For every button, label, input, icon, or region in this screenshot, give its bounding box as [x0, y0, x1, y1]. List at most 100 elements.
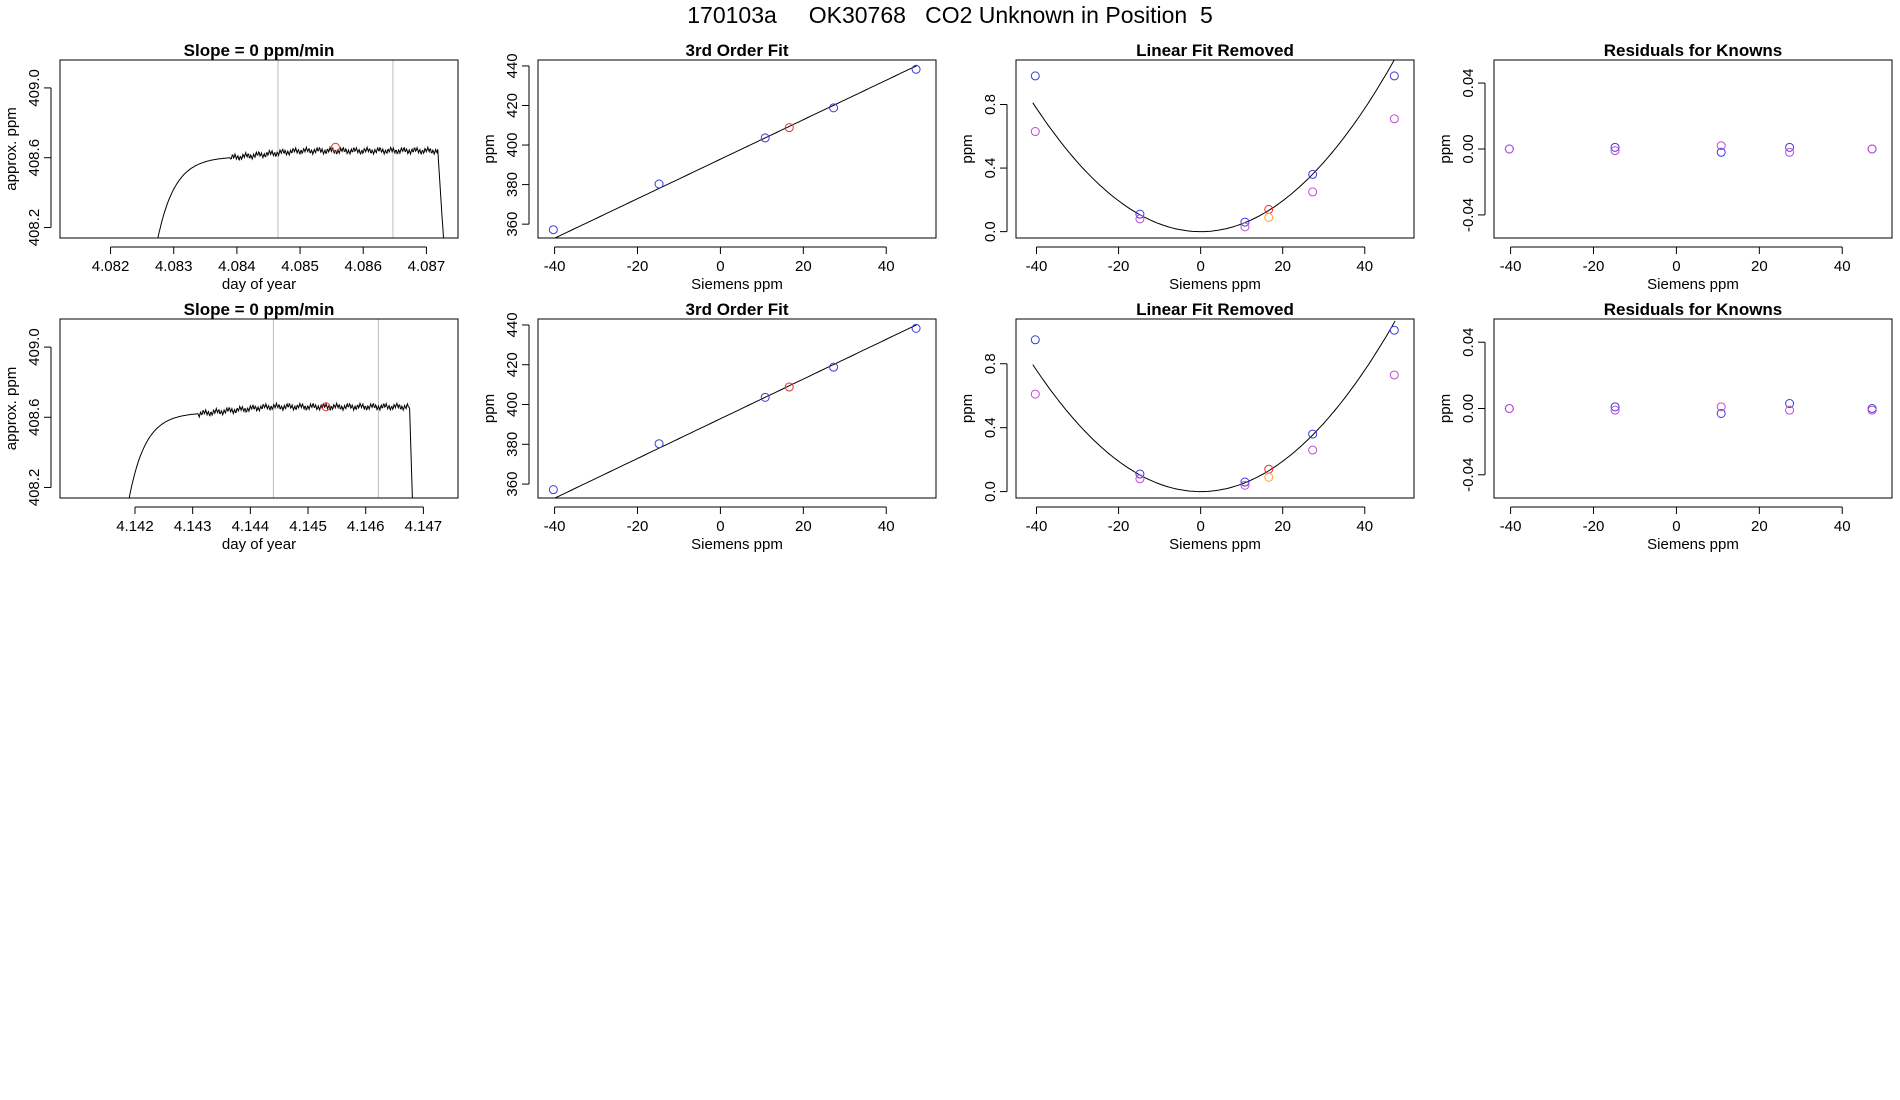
panel-1-2: Linear Fit Removed -40 -20 0 20 40 Siemens ppm…: [959, 300, 1415, 553]
sample-marker: [330, 142, 340, 152]
plot-frame: [537, 59, 937, 239]
data-point-blue: [1308, 429, 1318, 439]
y-tick-label: 409.0: [26, 328, 43, 366]
data-point-orange: [1264, 472, 1274, 482]
data-point-blue: [911, 323, 921, 333]
x-tick-label: -40: [1026, 258, 1048, 275]
data-point-blue: [1240, 217, 1250, 227]
panel-title: Slope = 0 ppm/min: [184, 300, 335, 319]
figure-title: 170103a OK30768 CO2 Unknown in Position …: [687, 2, 1213, 28]
x-axis-label: Siemens ppm: [1169, 536, 1261, 553]
y-tick-label: 0.4: [982, 158, 999, 179]
data-point-violet: [1389, 114, 1399, 124]
x-tick-label: 40: [878, 258, 895, 275]
y-tick-label: 440: [504, 312, 521, 337]
x-tick-label: -40: [1500, 258, 1522, 275]
plot-frame: [1493, 59, 1893, 239]
plot-frame: [59, 59, 459, 239]
data-point-violet: [1867, 405, 1877, 415]
y-axis-label: ppm: [1437, 394, 1454, 423]
y-tick-label: 0.00: [1460, 134, 1477, 163]
x-tick-label: 40: [1356, 518, 1373, 535]
x-axis-label: day of year: [222, 276, 296, 293]
data-point-violet: [1785, 147, 1795, 157]
x-tick-label: -20: [1583, 258, 1605, 275]
ppm-trace: [157, 145, 444, 238]
x-axis-label: Siemens ppm: [1169, 276, 1261, 293]
data-point-blue: [1308, 169, 1318, 179]
data-point-violet: [1308, 187, 1318, 197]
y-axis-label: ppm: [1437, 134, 1454, 163]
y-tick-label: 0.0: [982, 221, 999, 242]
x-tick-label: 4.144: [232, 518, 270, 535]
data-point-violet: [1610, 405, 1620, 415]
data-point-violet: [1716, 141, 1726, 151]
sample-marker: [321, 402, 331, 412]
panel-1-0: Slope = 0 ppm/min 4.142 4.143 4.144 4.145 4.1…: [3, 300, 459, 553]
x-tick-label: 40: [878, 518, 895, 535]
plot-frame: [59, 318, 459, 499]
y-axis-label: approx. ppm: [3, 107, 20, 190]
data-point-blue: [829, 362, 839, 372]
data-point-blue: [1785, 142, 1795, 152]
x-axis-label: day of year: [222, 536, 296, 553]
y-tick-label: 380: [504, 432, 521, 457]
data-point-blue: [548, 485, 558, 495]
data-point-violet: [1030, 389, 1040, 399]
panel-title: Slope = 0 ppm/min: [184, 41, 335, 60]
panel-0-3: Residuals for Knowns -40 -20 0 20 40 Siemens p…: [1437, 41, 1893, 293]
data-point-violet: [1504, 404, 1514, 413]
fit-curve: [553, 64, 918, 238]
y-tick-label: 380: [504, 172, 521, 197]
y-tick-label: 408.2: [26, 469, 43, 507]
data-point-blue: [1610, 402, 1620, 412]
y-axis-label: ppm: [959, 134, 976, 163]
x-tick-label: 0: [716, 258, 724, 275]
data-point-violet: [1504, 144, 1514, 154]
data-point-blue: [1389, 71, 1399, 81]
data-point-violet: [1308, 445, 1318, 455]
fit-curve: [1032, 60, 1395, 233]
data-point-blue: [1030, 335, 1040, 345]
data-point-violet: [1240, 222, 1250, 232]
y-tick-label: 420: [504, 93, 521, 118]
x-tick-label: -20: [1583, 518, 1605, 535]
x-tick-label: -20: [1108, 258, 1130, 275]
x-tick-label: -20: [627, 518, 649, 535]
panel-title: Residuals for Knowns: [1604, 41, 1783, 60]
data-point-blue: [1716, 147, 1726, 157]
x-tick-label: 4.142: [116, 518, 154, 535]
x-tick-label: 20: [1751, 518, 1768, 535]
x-tick-label: 4.086: [344, 258, 382, 275]
y-axis-label: ppm: [959, 394, 976, 423]
data-point-violet: [1867, 144, 1877, 154]
panel-title: 3rd Order Fit: [686, 41, 789, 60]
plot-frame: [1015, 59, 1415, 239]
y-tick-label: 440: [504, 53, 521, 78]
panel-0-1: 3rd Order Fit -40 -20 0 20 40 Siemens ppm 360 38…: [481, 41, 937, 293]
data-point-violet: [1716, 402, 1726, 412]
panel-title: Linear Fit Removed: [1136, 300, 1294, 319]
data-point-blue: [654, 179, 664, 189]
x-tick-label: 40: [1356, 258, 1373, 275]
data-point-violet: [1610, 146, 1620, 156]
x-tick-label: 0: [1196, 258, 1204, 275]
plot-frame: [1493, 318, 1893, 499]
data-point-blue: [1610, 142, 1620, 152]
data-point-blue: [1716, 408, 1726, 418]
y-axis-label: approx. ppm: [3, 367, 20, 450]
y-tick-label: 360: [504, 212, 521, 237]
fit-curve: [1032, 320, 1396, 493]
x-axis-label: Siemens ppm: [1647, 536, 1739, 553]
plot-frame: [537, 318, 937, 499]
y-tick-label: 0.8: [982, 94, 999, 115]
panel-1-1: 3rd Order Fit -40 -20 0 20 40 Siemens ppm 360 38…: [481, 300, 937, 553]
y-tick-label: 400: [504, 392, 521, 417]
x-tick-label: 4.146: [347, 518, 385, 535]
x-tick-label: 4.084: [218, 258, 256, 275]
y-tick-label: 0.4: [982, 417, 999, 438]
data-point-red: [784, 123, 794, 133]
data-point-blue: [654, 439, 664, 449]
x-tick-label: -40: [1500, 518, 1522, 535]
data-point-violet: [1135, 474, 1145, 484]
